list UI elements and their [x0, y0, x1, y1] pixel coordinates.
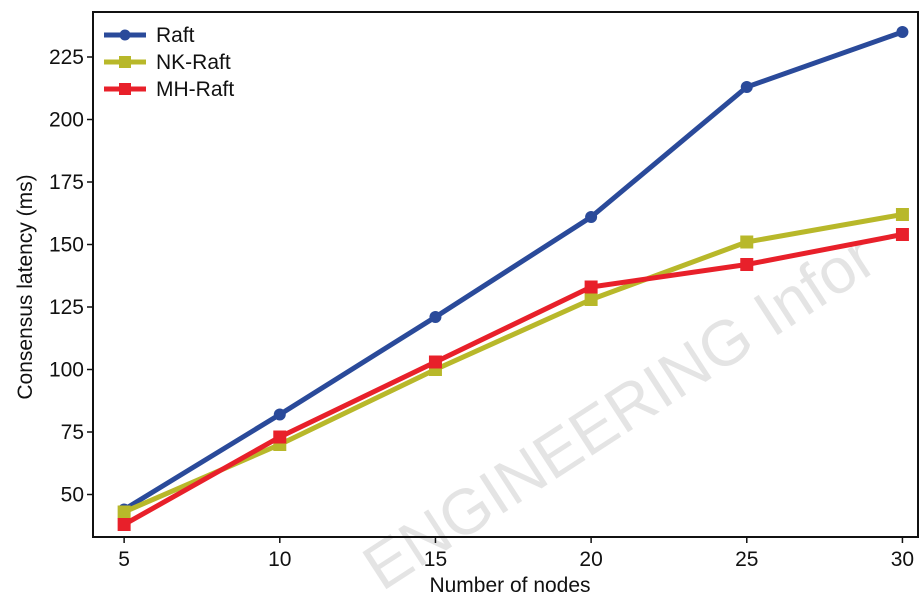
- series-layer: [117, 26, 909, 531]
- x-tick-label: 25: [735, 548, 758, 571]
- data-point-raft: [585, 211, 598, 223]
- data-point-mh-raft: [584, 280, 598, 294]
- data-point-raft: [429, 311, 442, 323]
- legend-label-raft: Raft: [156, 24, 195, 47]
- x-tick-label: 5: [118, 548, 130, 571]
- legend-marker-raft: [119, 29, 131, 41]
- data-point-nk-raft: [117, 505, 131, 519]
- axes: 50 75 100 125 150 175 200 225 5 10 15 20 25 30: [49, 11, 919, 571]
- data-point-nk-raft: [584, 293, 598, 306]
- data-point-nk-raft: [740, 235, 754, 249]
- y-tick-label: 200: [49, 109, 84, 132]
- series-line-raft: [121, 29, 905, 512]
- data-point-raft: [896, 26, 909, 38]
- y-tick-label: 225: [49, 46, 84, 69]
- watermark: ENGINEERING Infor: [350, 220, 887, 600]
- x-tick-label: 15: [424, 548, 447, 571]
- data-point-raft: [740, 81, 753, 93]
- series-line-nk-raft: [121, 212, 905, 515]
- y-axis-title: Consensus latency (ms): [14, 174, 37, 399]
- y-tick-label: 50: [61, 484, 84, 507]
- y-tick-label: 75: [61, 421, 84, 444]
- legend-marker-mh-raft: [119, 83, 131, 95]
- watermark-text: ENGINEERING Infor: [350, 220, 887, 600]
- y-tick-label: 175: [49, 171, 84, 194]
- data-point-raft: [273, 408, 286, 421]
- legend-label-mh-raft: MH-Raft: [156, 78, 234, 101]
- y-tick-label: 125: [49, 296, 84, 319]
- legend-label-nk-raft: NK-Raft: [156, 51, 231, 74]
- data-point-mh-raft: [273, 430, 287, 444]
- legend-marker-nk-raft: [119, 56, 131, 68]
- plot-frame: [92, 11, 919, 538]
- series-line-mh-raft: [121, 232, 905, 527]
- y-tick-label: 150: [49, 234, 84, 257]
- y-tick-label: 100: [49, 359, 84, 382]
- x-tick-label: 20: [579, 548, 602, 571]
- x-axis-title: Number of nodes: [429, 574, 590, 597]
- data-point-mh-raft: [740, 258, 754, 271]
- data-point-mh-raft: [428, 355, 442, 369]
- legend: Raft NK-Raft MH-Raft: [104, 24, 234, 101]
- data-point-mh-raft: [895, 228, 909, 241]
- x-tick-label: 10: [268, 548, 291, 571]
- data-point-nk-raft: [895, 208, 909, 221]
- x-tick-label: 30: [891, 548, 914, 571]
- data-point-mh-raft: [117, 518, 131, 531]
